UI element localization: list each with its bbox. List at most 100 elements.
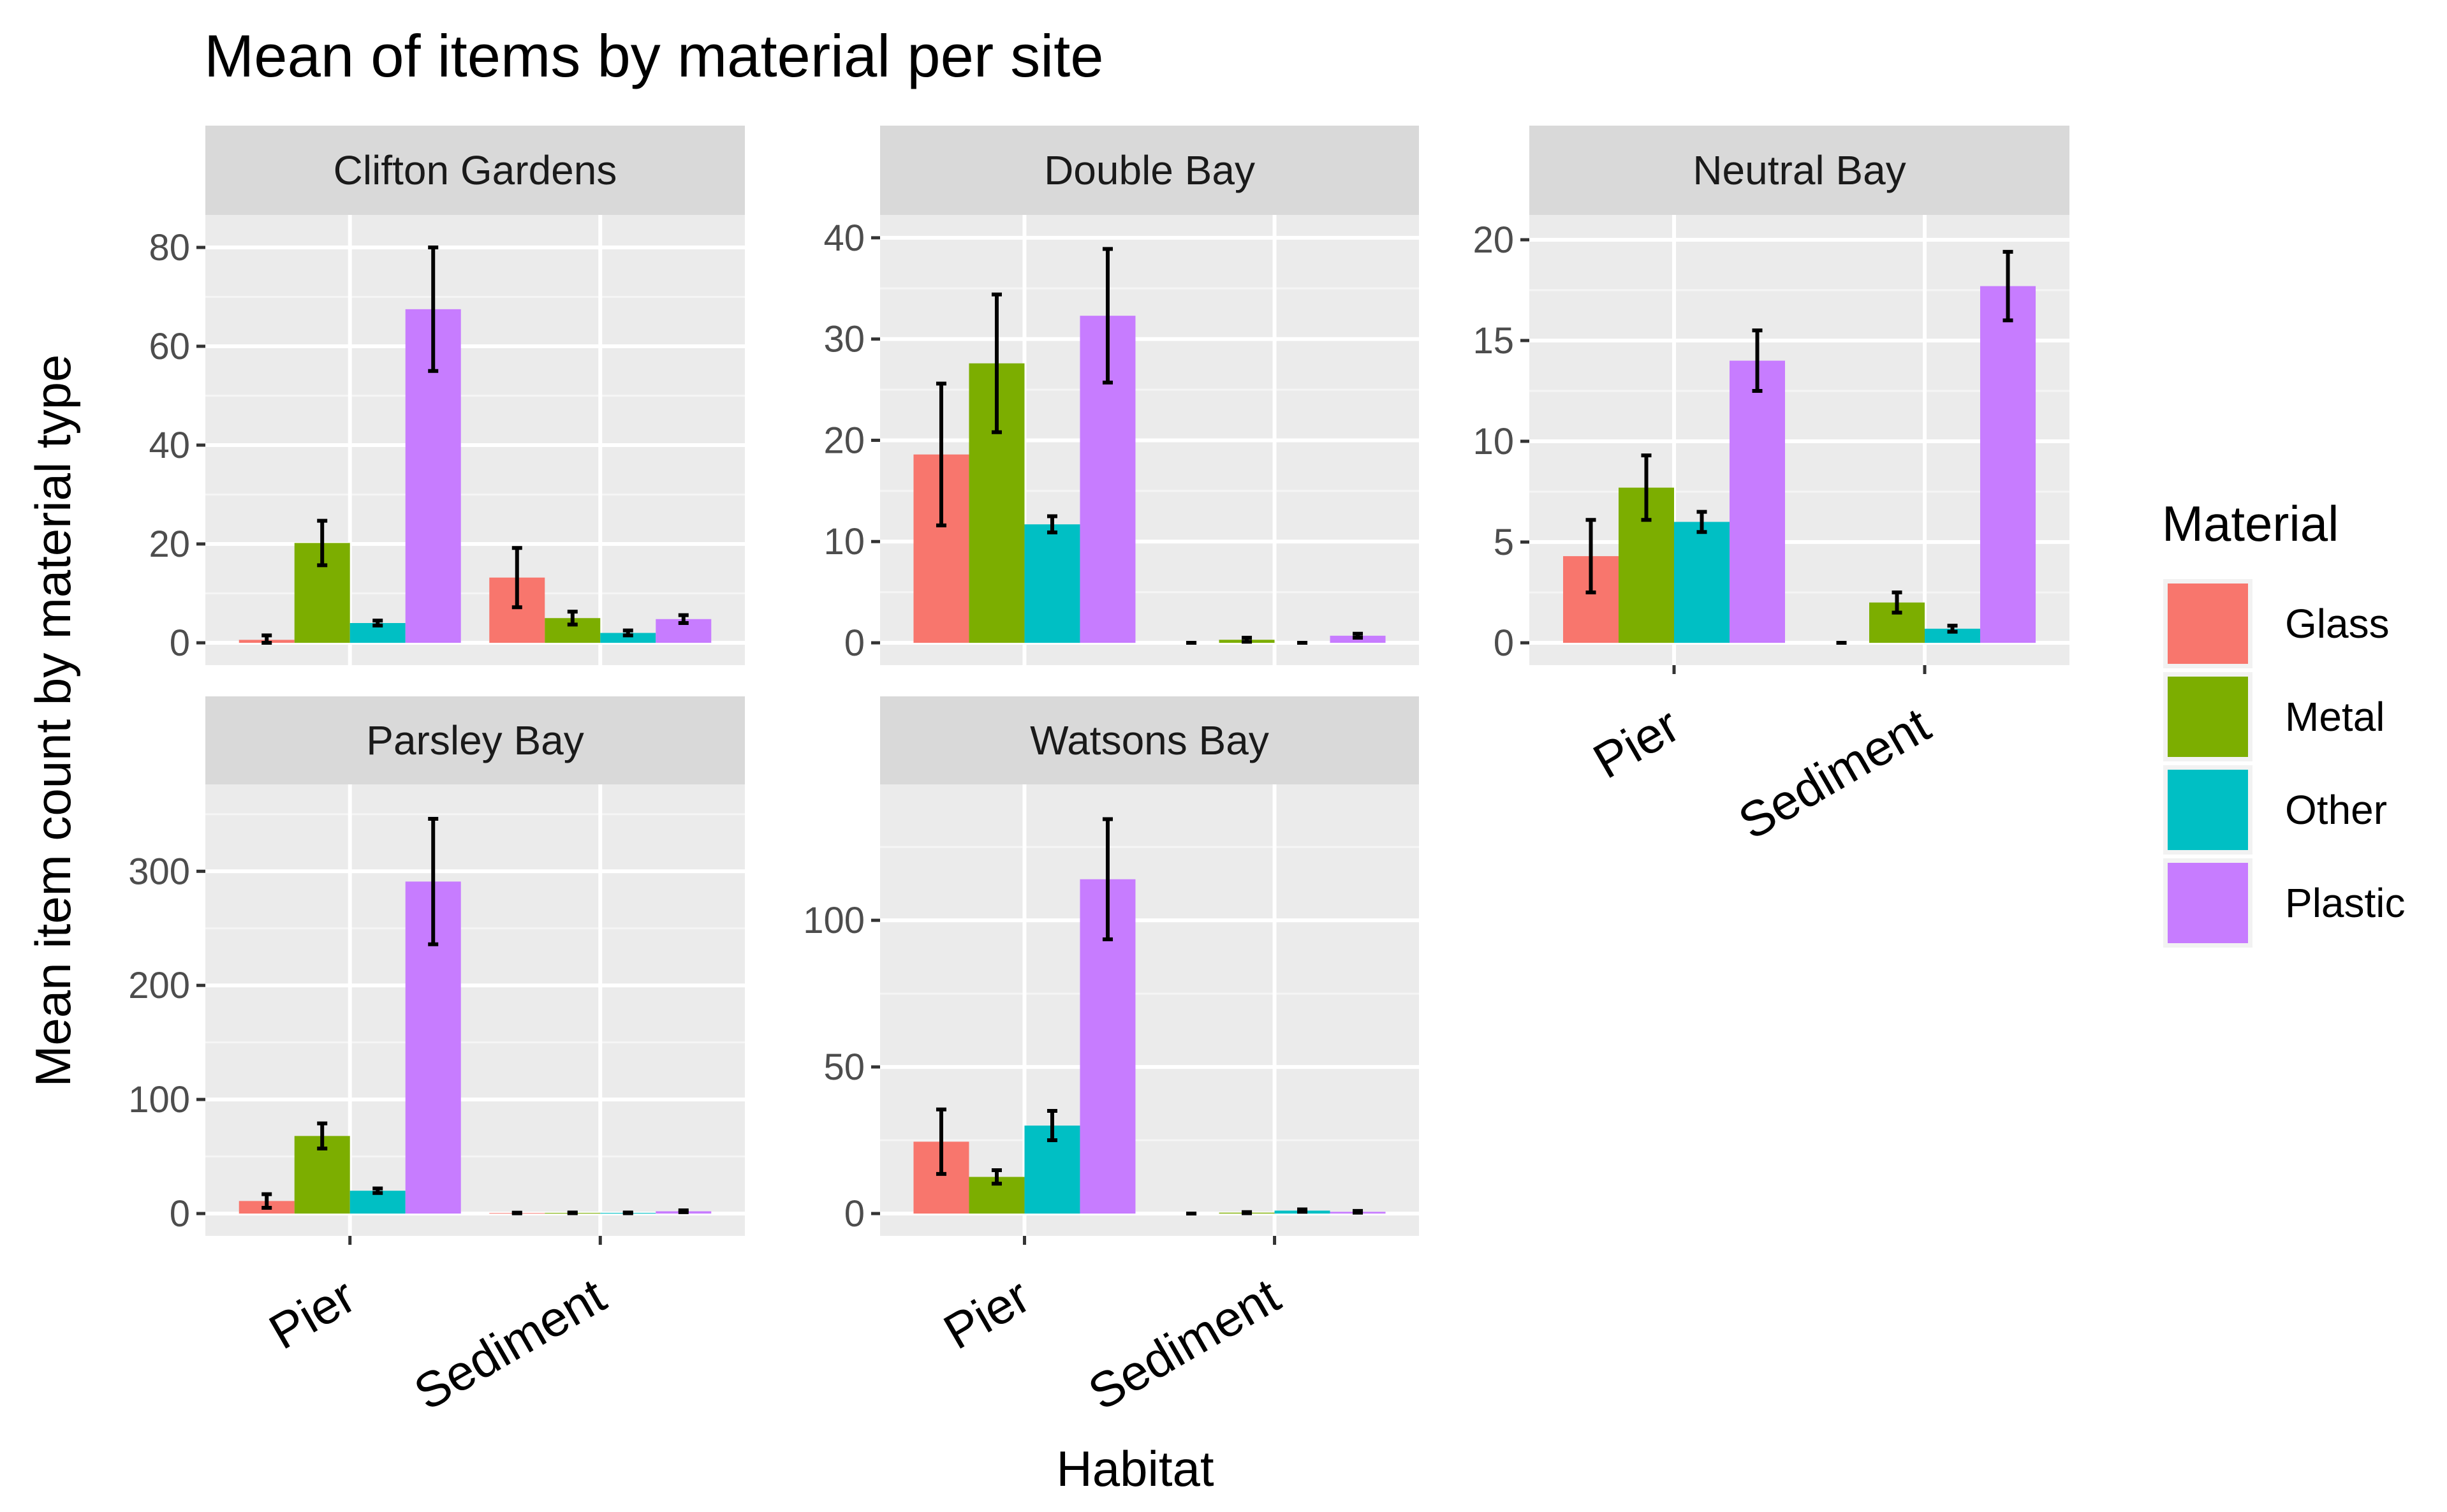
panel-background (205, 215, 745, 665)
facet-strip (1529, 126, 2069, 215)
y-axis-title: Mean item count by material type (25, 355, 81, 1087)
y-tick-label: 50 (823, 1046, 865, 1088)
facet-strip-label: Clifton Gardens (334, 147, 617, 193)
y-tick-label: 30 (823, 319, 865, 360)
x-tick-label-pier: Pier (934, 1267, 1039, 1360)
error-bar (1696, 510, 1707, 534)
error-bar (1353, 1208, 1363, 1215)
y-tick-label: 100 (128, 1079, 190, 1120)
legend-title: Material (2162, 495, 2339, 552)
bar-other-pier (1673, 522, 1730, 643)
y-tick-label: 60 (149, 326, 190, 367)
facet-neutral-bay: Neutral Bay 0 5 10 15 20 Pier Sediment (1473, 126, 2069, 850)
error-bar (428, 246, 439, 373)
error-bar (261, 1192, 272, 1210)
error-bar (936, 381, 946, 527)
error-bar (317, 518, 328, 568)
error-bar (1242, 1210, 1253, 1215)
error-bar (622, 1210, 633, 1215)
y-tick-label: 100 (803, 900, 865, 941)
facet-clifton-gardens: Clifton Gardens 0 20 40 60 80 (149, 126, 745, 665)
panel-background (205, 784, 745, 1236)
error-bar (372, 1186, 383, 1195)
error-bar (991, 1168, 1002, 1186)
error-bar (428, 816, 439, 946)
facet-strip (880, 126, 1419, 215)
legend-swatch (2168, 770, 2248, 850)
facets: Clifton Gardens 0 20 40 60 80 Double Bay 0 10 20 3… (128, 126, 2069, 1421)
facet-strip-label: Double Bay (1044, 147, 1255, 193)
y-tick-label: 10 (823, 521, 865, 562)
x-axis-title: Habitat (1056, 1441, 1214, 1497)
legend-swatch (2168, 677, 2248, 757)
error-bar (372, 619, 383, 628)
chart-title: Mean of items by material per site (204, 22, 1104, 89)
legend-item-metal: Metal (2163, 672, 2385, 761)
error-bar (1297, 1207, 1308, 1214)
error-bar (1047, 514, 1057, 534)
error-bar (1892, 590, 1902, 615)
error-bar (511, 546, 522, 610)
x-tick-label-sediment: Sediment (405, 1267, 615, 1421)
legend-swatch (2168, 584, 2248, 664)
y-tick-label: 300 (128, 851, 190, 892)
bar-plastic-pier (1729, 360, 1785, 643)
legend: Material Glass Metal Other Plastic (2162, 495, 2406, 948)
error-bar (261, 633, 272, 645)
x-tick-label-sediment: Sediment (1729, 696, 1939, 850)
y-tick-label: 20 (149, 524, 190, 565)
y-tick-label: 40 (149, 425, 190, 466)
facet-watsons-bay: Watsons Bay 0 50 100 Pier Sediment (803, 696, 1419, 1421)
error-bar (622, 628, 633, 638)
bar-other-sediment (1925, 628, 1981, 643)
legend-label: Other (2285, 787, 2387, 833)
legend-label: Metal (2285, 694, 2385, 740)
error-bar (1641, 453, 1652, 522)
error-bar (567, 1210, 578, 1215)
y-tick-label: 5 (1494, 522, 1514, 563)
error-bar (678, 613, 689, 625)
error-bar (511, 1210, 522, 1215)
error-bar (1102, 247, 1113, 385)
error-bar (1242, 636, 1253, 644)
error-bar (1947, 624, 1958, 634)
facet-strip (205, 696, 745, 784)
error-bar (2002, 249, 2013, 323)
y-tick-label: 0 (170, 622, 190, 664)
y-tick-label: 20 (823, 420, 865, 461)
y-tick-label: 0 (170, 1193, 190, 1235)
y-tick-label: 15 (1473, 320, 1514, 362)
y-tick-label: 0 (844, 1193, 865, 1235)
error-bar (678, 1208, 689, 1214)
legend-item-plastic: Plastic (2163, 858, 2406, 948)
error-bar (936, 1107, 946, 1176)
facet-parsley-bay: Parsley Bay 0 100 200 300 Pier Sediment (128, 696, 745, 1421)
x-tick-label-sediment: Sediment (1079, 1267, 1290, 1421)
error-bar (317, 1121, 328, 1151)
error-bar (567, 610, 578, 627)
error-bar (991, 292, 1002, 434)
legend-label: Glass (2285, 601, 2390, 647)
facet-strip-label: Parsley Bay (366, 717, 584, 763)
x-tick-label-pier: Pier (1584, 696, 1689, 789)
legend-swatch (2168, 863, 2248, 943)
y-tick-label: 0 (844, 622, 865, 664)
legend-item-other: Other (2163, 765, 2387, 855)
y-tick-label: 40 (823, 217, 865, 259)
bar-other-pier (1024, 524, 1080, 643)
panel-background (880, 784, 1419, 1236)
y-tick-label: 10 (1473, 421, 1514, 462)
error-bar (1047, 1109, 1057, 1143)
x-tick-label-pier: Pier (260, 1267, 364, 1360)
facet-double-bay: Double Bay 0 10 20 30 40 (823, 126, 1419, 665)
facet-strip-label: Neutral Bay (1693, 147, 1906, 193)
facet-strip (205, 126, 745, 215)
y-tick-label: 0 (1494, 622, 1514, 664)
facet-strip-label: Watsons Bay (1030, 717, 1269, 763)
error-bar (1585, 518, 1596, 594)
bar-other-sediment (600, 633, 656, 643)
y-tick-label: 20 (1473, 219, 1514, 261)
y-tick-label: 200 (128, 965, 190, 1006)
legend-item-glass: Glass (2163, 579, 2390, 668)
